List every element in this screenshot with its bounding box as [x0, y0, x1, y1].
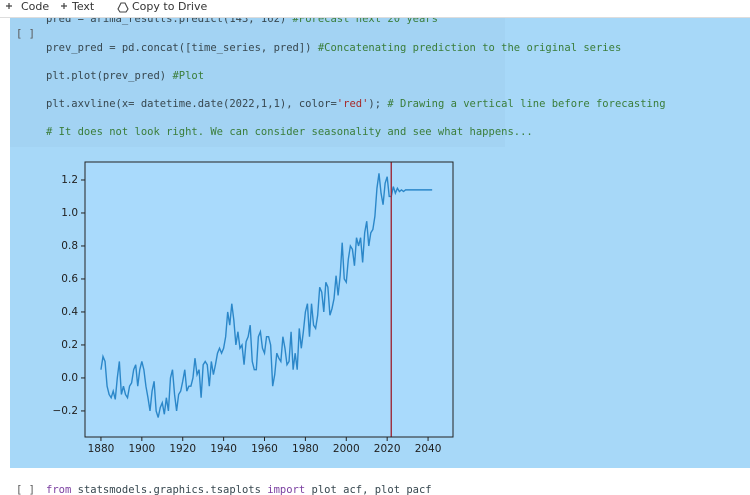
code-token: from — [46, 484, 71, 495]
y-tick-label: 1.2 — [61, 174, 78, 186]
chart: 1880 1900 1920 1940 1960 1980 2000 2020 2040 −0.2… — [53, 162, 442, 455]
code-token: prev_pred = pd.concat([time_series, pred… — [46, 42, 318, 54]
y-tick-label: 0.6 — [61, 273, 78, 285]
code-token: #Concatenating prediction to the origina… — [318, 42, 621, 54]
cell-prompt: [ ] — [16, 28, 35, 40]
code-token: import — [267, 484, 305, 495]
code-token: plt.plot(prev_pred) — [46, 70, 172, 82]
x-tick-label: 2020 — [374, 443, 401, 455]
x-tick-label: 1880 — [88, 443, 115, 455]
x-tick-label: 1920 — [169, 443, 196, 455]
x-tick-label: 2040 — [415, 443, 442, 455]
plot-area — [85, 162, 453, 437]
toolbar-item: Text — [71, 0, 95, 13]
x-tick-label: 1980 — [292, 443, 319, 455]
plot-frame — [84, 161, 454, 438]
y-tick-label: 0.2 — [61, 339, 78, 351]
code-token: ); — [368, 98, 387, 110]
y-tick-label: 0.8 — [61, 240, 78, 252]
code-line: plt.plot(prev_pred) #Plot — [46, 70, 204, 82]
code-token: 'red' — [337, 98, 369, 110]
series-line — [100, 173, 433, 418]
next-cell — [0, 470, 750, 495]
toolbar — [0, 0, 750, 17]
code-token: #Plot — [172, 70, 204, 82]
toolbar-item: Code — [21, 0, 49, 13]
code-token: statsmodels.graphics.tsaplots — [71, 484, 267, 495]
code-token: # Drawing a vertical line before forecas… — [387, 98, 665, 110]
y-tick-label: −0.2 — [53, 405, 79, 417]
toolbar-item: Copy to Drive — [132, 0, 207, 13]
cell-prompt: [ ] — [16, 484, 35, 495]
code-line: from statsmodels.graphics.tsaplots impor… — [46, 484, 432, 495]
plus-icon — [61, 3, 67, 9]
code-line: plt.axvline(x= datetime.date(2022,1,1), … — [46, 98, 666, 110]
code-token: plot_acf, plot_pacf — [305, 484, 431, 495]
x-tick-label: 1960 — [251, 443, 278, 455]
y-tick-label: 0.0 — [61, 372, 78, 384]
plus-icon — [6, 3, 12, 9]
x-tick-label: 2000 — [333, 443, 360, 455]
drive-icon — [117, 2, 129, 13]
code-token: plt.axvline(x= datetime.date(2022,1,1), … — [46, 98, 337, 110]
copy-to-drive-button[interactable]: Copy to Drive — [117, 0, 207, 13]
y-tick-label: 0.4 — [61, 306, 78, 318]
add-code-button[interactable]: Code — [6, 0, 49, 13]
add-text-button[interactable]: Text — [61, 0, 95, 13]
y-tick-label: 1.0 — [61, 207, 78, 219]
code-line: prev_pred = pd.concat([time_series, pred… — [46, 42, 621, 54]
x-tick-label: 1940 — [210, 443, 237, 455]
code-editor — [10, 18, 505, 147]
code-line: # It does not look right. We can conside… — [46, 126, 533, 138]
code-token: # It does not look right. We can conside… — [46, 126, 533, 138]
x-tick-label: 1900 — [128, 443, 155, 455]
